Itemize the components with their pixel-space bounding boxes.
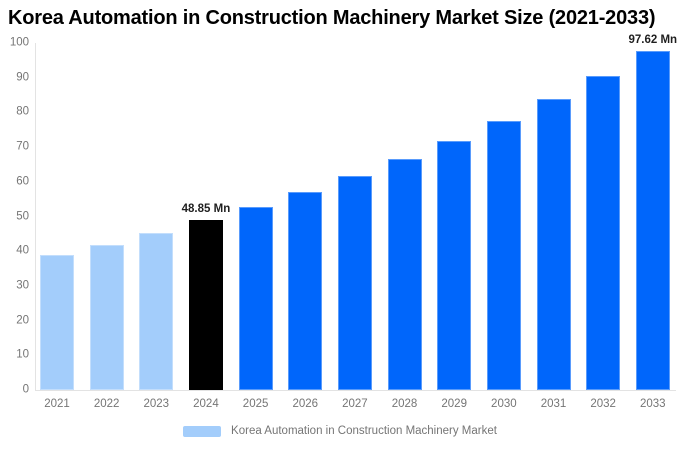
y-axis-tick-label: 50 <box>16 209 29 222</box>
y-axis-tick-label: 30 <box>16 279 29 292</box>
bar-2025[interactable] <box>238 206 273 390</box>
y-axis-tick-label: 40 <box>16 244 29 257</box>
bar-2026[interactable] <box>288 192 323 390</box>
bar-2028[interactable] <box>387 159 422 390</box>
x-axis-label-2026: 2026 <box>292 398 319 410</box>
x-axis-label-2027: 2027 <box>342 398 368 410</box>
y-axis-tick-label: 90 <box>16 70 29 83</box>
data-label-2024: 48.85 Mn <box>181 203 231 216</box>
y-axis-line <box>35 43 36 390</box>
legend-item[interactable]: Korea Automation in Construction Machine… <box>0 425 680 437</box>
bar-2030[interactable] <box>486 121 521 390</box>
bar-2021[interactable] <box>40 255 74 390</box>
x-axis-label-2031: 2031 <box>540 398 567 410</box>
legend-marker <box>183 425 222 437</box>
x-axis-label-2032: 2032 <box>590 398 616 410</box>
chart-title: Korea Automation in Construction Machine… <box>8 7 656 29</box>
bar-2029[interactable] <box>437 140 472 390</box>
x-axis-label-2025: 2025 <box>242 398 269 410</box>
bar-2033[interactable] <box>635 51 670 390</box>
bar-2031[interactable] <box>536 99 571 390</box>
bar-2032[interactable] <box>586 76 621 390</box>
y-axis-tick-label: 0 <box>22 383 29 396</box>
y-axis-tick-label: 20 <box>16 313 29 326</box>
y-axis-tick-label: 70 <box>16 140 29 153</box>
y-axis-tick-label: 10 <box>16 348 29 361</box>
bar-2023[interactable] <box>139 233 174 390</box>
x-axis-label-2022: 2022 <box>93 398 120 410</box>
data-label-2033: 97.62 Mn <box>628 34 678 47</box>
x-axis-label-2029: 2029 <box>441 398 467 410</box>
bar-2027[interactable] <box>337 176 372 390</box>
y-axis-tick-label: 80 <box>16 105 29 118</box>
bar-2024[interactable] <box>188 220 223 390</box>
x-axis-line <box>35 390 676 391</box>
bar-2022[interactable] <box>89 244 124 390</box>
x-axis-label-2021: 2021 <box>44 398 70 410</box>
legend-label: Korea Automation in Construction Machine… <box>231 425 497 437</box>
y-axis-tick-label: 100 <box>9 36 29 49</box>
x-axis-label-2030: 2030 <box>491 398 517 410</box>
x-axis-label-2028: 2028 <box>391 398 418 410</box>
x-axis-label-2023: 2023 <box>143 398 170 410</box>
y-axis-tick-label: 60 <box>16 175 29 188</box>
x-axis-label-2033: 2033 <box>640 398 666 410</box>
x-axis-label-2024: 2024 <box>193 398 219 410</box>
